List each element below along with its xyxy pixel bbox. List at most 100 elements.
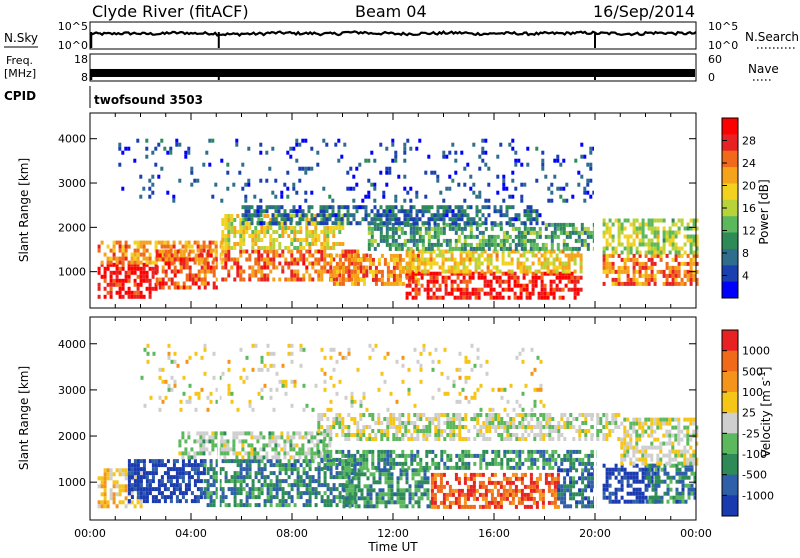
heatmap-cell — [146, 249, 149, 253]
heatmap-cell — [200, 471, 203, 475]
heatmap-cell — [413, 217, 416, 221]
heatmap-cell — [494, 450, 497, 454]
heatmap-cell — [445, 270, 448, 274]
heatmap-cell — [476, 235, 479, 239]
heatmap-cell — [143, 253, 146, 257]
heatmap-cell — [257, 278, 260, 282]
heatmap-cell — [406, 254, 409, 258]
heatmap-cell — [290, 250, 293, 254]
heatmap-cell — [204, 282, 207, 286]
heatmap-cell — [547, 258, 550, 262]
heatmap-cell — [544, 284, 547, 288]
heatmap-cell — [335, 466, 338, 470]
heatmap-cell — [415, 195, 418, 199]
heatmap-cell — [236, 242, 239, 246]
heatmap-cell — [213, 471, 216, 475]
heatmap-cell — [406, 276, 409, 280]
heatmap-cell — [395, 217, 398, 221]
heatmap-cell — [464, 227, 467, 231]
heatmap-cell — [149, 261, 152, 265]
heatmap-cell — [506, 497, 509, 501]
beam-title: Beam 04 — [355, 2, 427, 21]
heatmap-cell — [386, 243, 389, 247]
heatmap-cell — [198, 270, 201, 274]
heatmap-cell — [134, 283, 137, 287]
heatmap-cell — [171, 262, 174, 266]
heatmap-cell — [523, 270, 526, 274]
heatmap-cell — [316, 163, 319, 167]
heatmap-cell — [666, 254, 669, 258]
heatmap-cell — [542, 466, 545, 470]
heatmap-cell — [536, 458, 539, 462]
heatmap-cell — [359, 466, 362, 470]
heatmap-cell — [359, 413, 362, 417]
heatmap-cell — [494, 454, 497, 458]
heatmap-cell — [214, 443, 217, 447]
heatmap-cell — [176, 459, 179, 463]
heatmap-cell — [339, 499, 342, 503]
heatmap-cell — [399, 254, 402, 258]
heatmap-cell — [482, 243, 485, 247]
heatmap-cell — [482, 231, 485, 235]
heatmap-cell — [251, 213, 254, 217]
heatmap-cell — [508, 195, 511, 199]
heatmap-cell — [290, 226, 293, 230]
heatmap-cell — [188, 459, 191, 463]
heatmap-cell — [280, 431, 283, 435]
heatmap-cell — [159, 250, 162, 254]
heatmap-cell — [343, 504, 346, 508]
heatmap-cell — [599, 421, 602, 425]
heatmap-cell — [341, 417, 344, 421]
heatmap-cell — [577, 280, 580, 284]
heatmap-cell — [149, 279, 152, 283]
heatmap-cell — [415, 480, 418, 484]
heatmap-cell — [119, 241, 122, 245]
heatmap-cell — [512, 473, 515, 477]
heatmap-cell — [227, 238, 230, 242]
heatmap-cell — [584, 437, 587, 441]
heatmap-cell — [446, 466, 449, 470]
heatmap-cell — [317, 450, 320, 454]
heatmap-cell — [437, 466, 440, 470]
heatmap-cell — [410, 458, 413, 462]
heatmap-cell — [496, 276, 499, 280]
heatmap-cell — [353, 421, 356, 425]
heatmap-cell — [603, 258, 606, 262]
heatmap-cell — [149, 257, 152, 261]
heatmap-cell — [427, 476, 430, 480]
heatmap-cell — [590, 433, 593, 437]
heatmap-cell — [285, 491, 288, 495]
heatmap-cell — [533, 227, 536, 231]
heatmap-cell — [536, 501, 539, 505]
heatmap-cell — [204, 274, 207, 278]
heatmap-cell — [422, 247, 425, 251]
heatmap-cell — [416, 454, 419, 458]
heatmap-cell — [179, 483, 182, 487]
heatmap-cell — [536, 485, 539, 489]
heatmap-cell — [442, 266, 445, 270]
heatmap-cell — [320, 258, 323, 262]
heatmap-cell — [395, 227, 398, 231]
heatmap-cell — [530, 221, 533, 225]
heatmap-cell — [497, 425, 500, 429]
heatmap-cell — [464, 417, 467, 421]
heatmap-cell — [358, 496, 361, 500]
heatmap-cell — [550, 292, 553, 296]
heatmap-cell — [583, 187, 586, 191]
heatmap-cell — [188, 487, 191, 491]
heatmap-cell — [428, 421, 431, 425]
heatmap-cell — [300, 491, 303, 495]
heatmap-cell — [255, 475, 258, 479]
heatmap-cell — [506, 450, 509, 454]
heatmap-cell — [636, 270, 639, 274]
heatmap-cell — [497, 501, 500, 505]
heatmap-cell — [473, 413, 476, 417]
heatmap-cell — [202, 431, 205, 435]
heatmap-cell — [347, 413, 350, 417]
heatmap-cell — [299, 246, 302, 250]
heatmap-cell — [207, 270, 210, 274]
heatmap-cell — [287, 262, 290, 266]
heatmap-cell — [530, 243, 533, 247]
heatmap-cell — [393, 282, 396, 286]
heatmap-cell — [230, 258, 233, 262]
